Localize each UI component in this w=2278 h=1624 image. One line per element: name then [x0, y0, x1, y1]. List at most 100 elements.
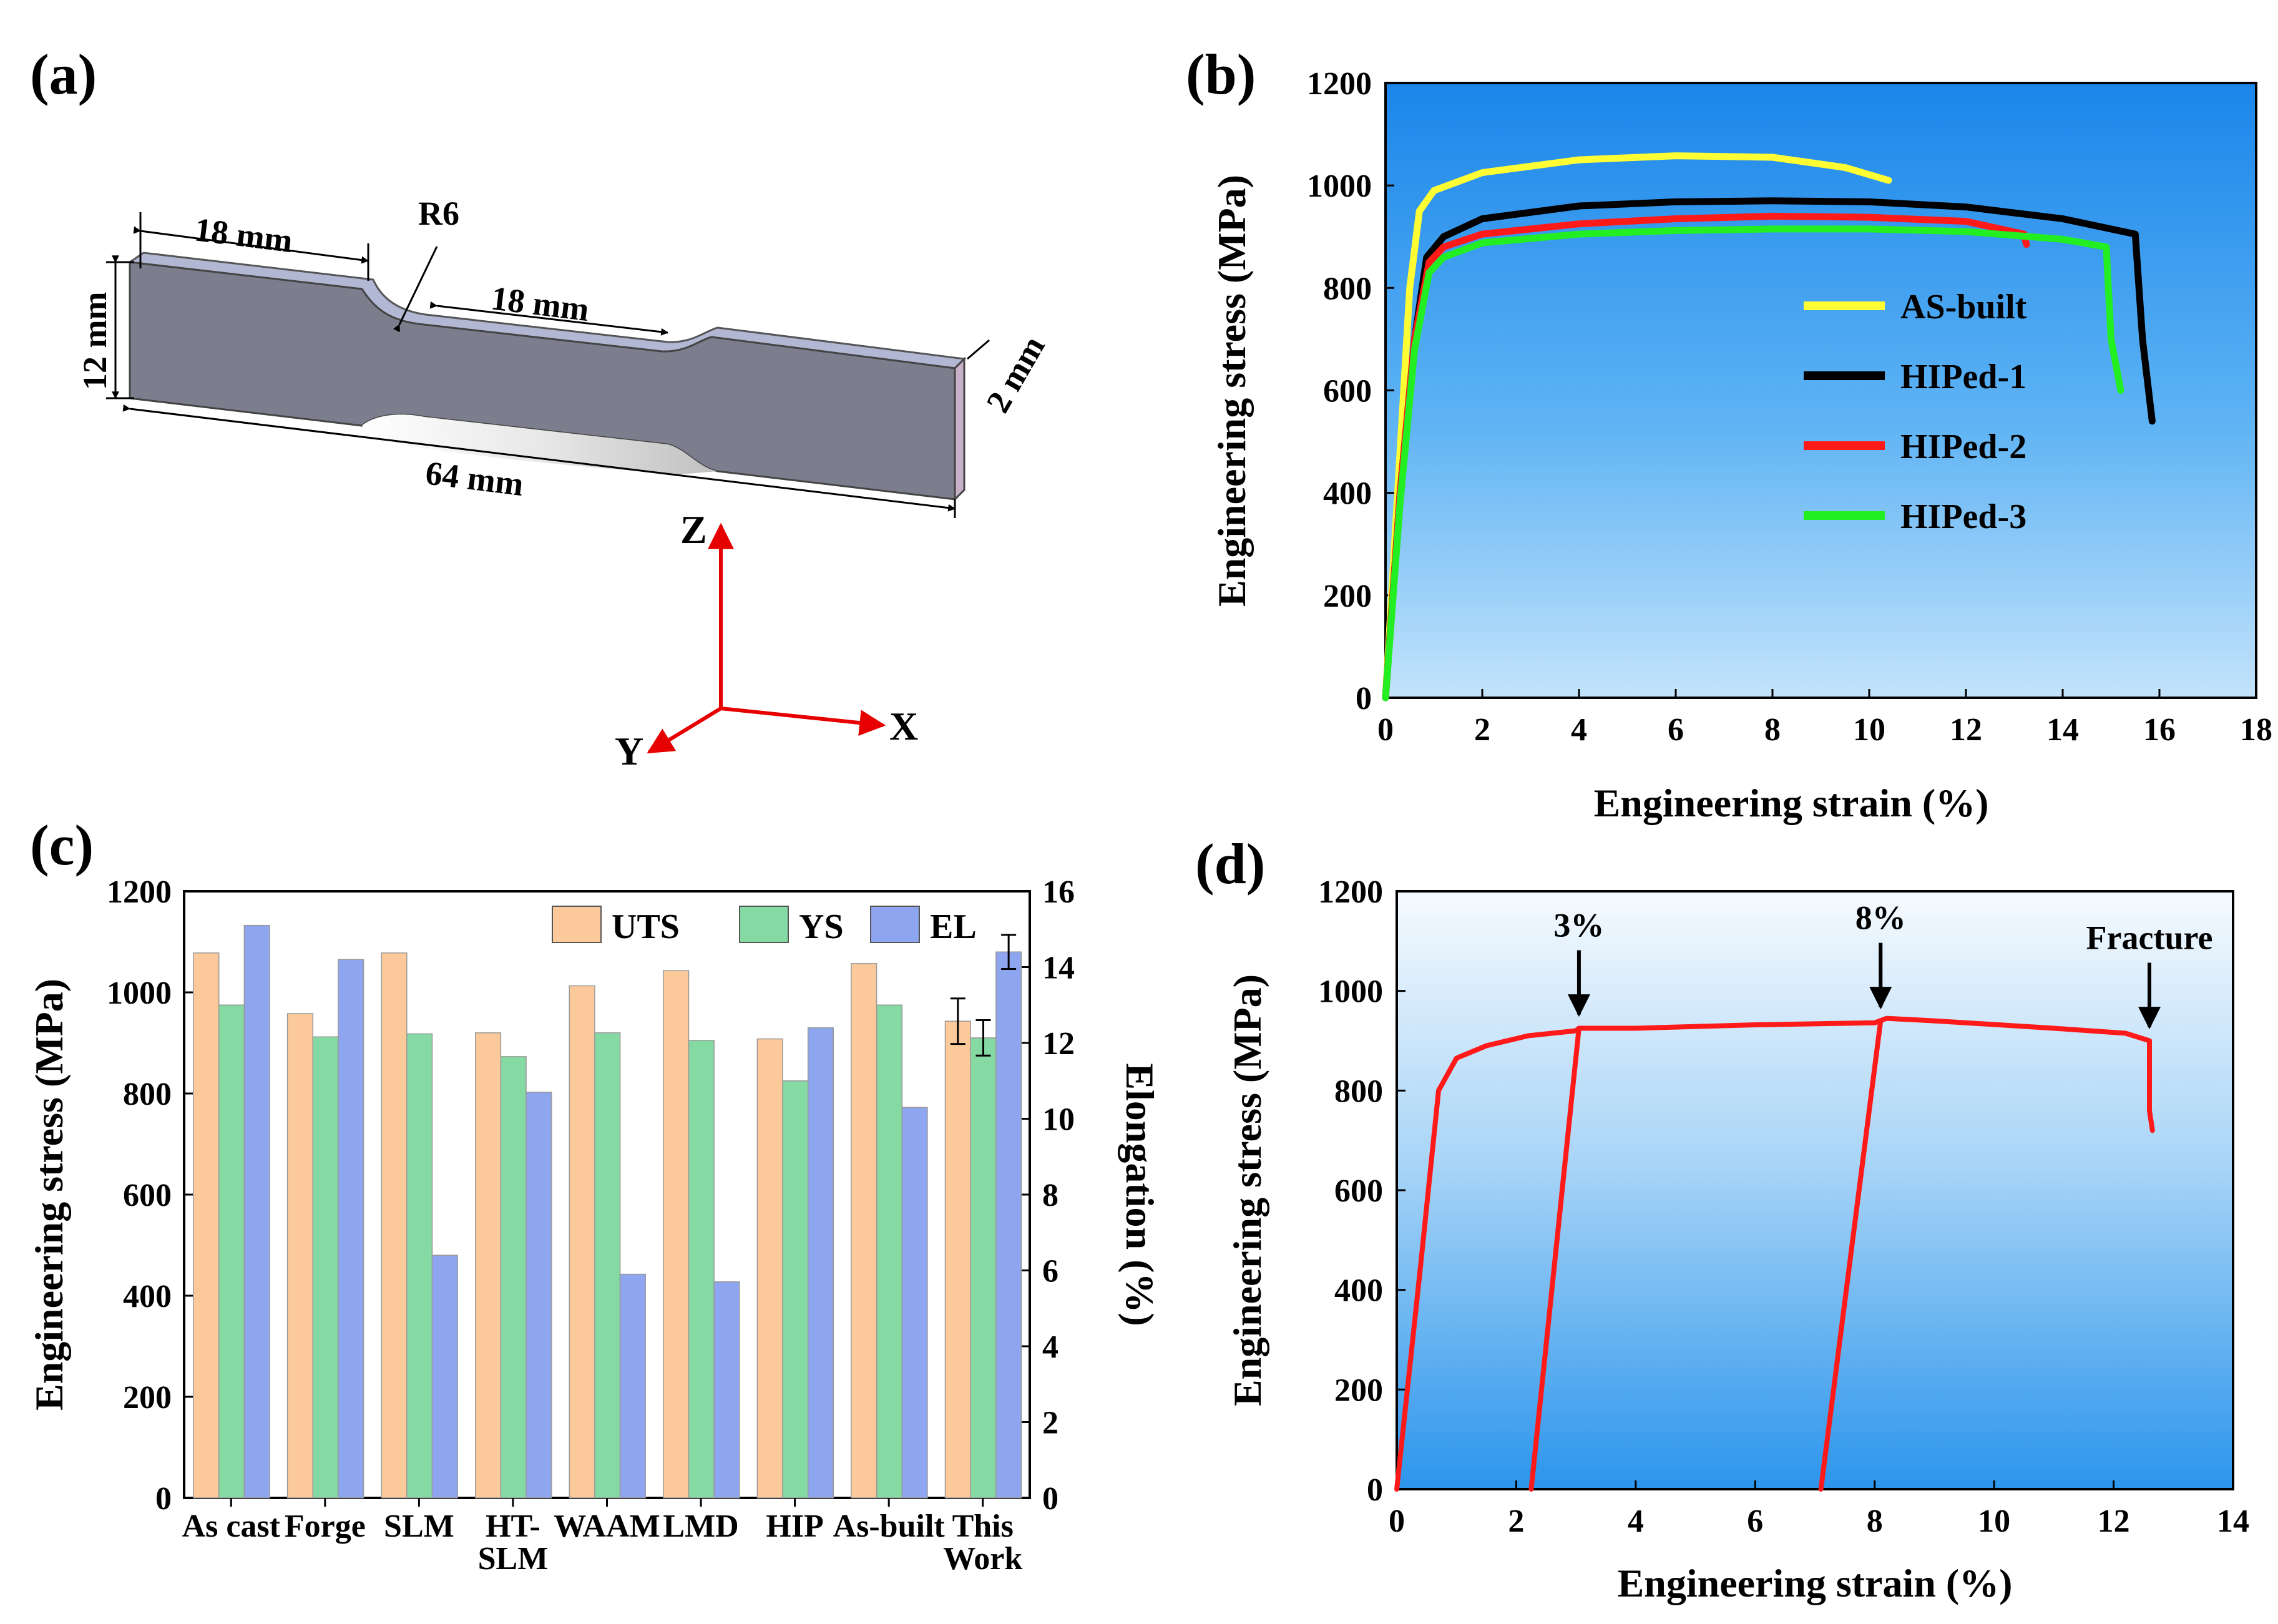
chart-c-category-label: SLM: [384, 1509, 454, 1544]
chart-c-ytick-label: 1200: [107, 874, 172, 910]
chart-b-ylabel: Engineering stress (MPa): [1210, 175, 1254, 607]
chart-b-ytick-label: 1000: [1307, 169, 1372, 204]
chart-c-bar-el: [619, 1273, 646, 1499]
chart-b-ytick-label: 1200: [1307, 66, 1372, 102]
chart-c-category-label: This Work: [943, 1509, 1022, 1577]
chart-c-ytick-right-label: 6: [1042, 1254, 1058, 1289]
chart-d-xtick-label: 10: [1978, 1504, 2010, 1539]
chart-c-category-line: SLM: [384, 1509, 454, 1544]
chart-c-bar-ys: [500, 1056, 527, 1499]
chart-c-category-line: HT-: [486, 1509, 540, 1544]
chart-c-bar-ys: [688, 1040, 715, 1499]
chart-d-xtick-label: 12: [2098, 1504, 2130, 1539]
chart-d-annotation-label: Fracture: [2086, 919, 2213, 957]
chart-c-ytick-label: 400: [123, 1279, 172, 1314]
chart-c-ytick-right-label: 2: [1042, 1406, 1058, 1441]
dim-grip-length: 18 mm: [193, 210, 295, 260]
chart-c-bar-uts: [663, 970, 690, 1499]
chart-c-bar-ys: [876, 1004, 902, 1499]
chart-b-legend-label: HIPed-2: [1900, 428, 2026, 466]
chart-c-bar-el: [431, 1255, 458, 1499]
panel-label-c: (c): [30, 813, 94, 877]
chart-c-ytick-label: 1000: [107, 976, 172, 1011]
chart-b-xtick-label: 8: [1764, 712, 1781, 748]
chart-b: 0 2 4 6 8 10 12 14 16 18 0 200 400 600 800 1000 1200 AS-…: [1210, 66, 2272, 825]
axis-x-label: X: [889, 704, 918, 748]
chart-c-category-line: LMD: [663, 1509, 738, 1544]
chart-d-series-unload-8: [1818, 1018, 1884, 1492]
chart-c-bar-el: [243, 924, 270, 1499]
chart-c-legend-label: UTS: [612, 907, 680, 946]
chart-c-bar-uts: [474, 1032, 502, 1499]
chart-c-bar-uts: [944, 1020, 971, 1499]
axis-y-label: Y: [615, 729, 643, 773]
chart-d-ytick-label: 800: [1334, 1074, 1383, 1109]
chart-c-bar-uts: [286, 1013, 314, 1499]
chart-c-legend-label: EL: [930, 907, 977, 946]
panel-label-b: (b): [1186, 42, 1256, 106]
chart-c-bar-el: [995, 951, 1022, 1499]
chart-c-bar-ys: [782, 1080, 809, 1499]
chart-c-bar-ys: [594, 1032, 621, 1499]
chart-c-legend-swatch: [870, 906, 920, 943]
dim-radius: R6: [418, 195, 459, 232]
chart-c-category-label: Forge: [285, 1509, 366, 1544]
chart-c-ytick-right-label: 10: [1042, 1102, 1075, 1138]
chart-d-xtick-label: 14: [2217, 1504, 2249, 1539]
chart-c-bar-uts: [193, 952, 220, 1499]
chart-c-bar-uts: [381, 952, 408, 1499]
dim-total-length: 64 mm: [424, 454, 526, 503]
chart-d-xtick-label: 4: [1628, 1504, 1644, 1539]
chart-d-ytick-label: 1200: [1318, 874, 1383, 910]
chart-c-ytick-label: 600: [123, 1178, 172, 1213]
chart-b-xlabel: Engineering strain (%): [1594, 781, 1989, 825]
chart-d-xtick-label: 6: [1747, 1504, 1763, 1539]
chart-d-xlabel: Engineering strain (%): [1618, 1561, 2013, 1605]
chart-c-ytick-label: 800: [123, 1077, 172, 1112]
axis-z-label: Z: [680, 507, 707, 552]
chart-c-ytick-right-label: 4: [1042, 1329, 1058, 1365]
chart-b-legend-label: AS-built: [1900, 288, 2027, 326]
chart-c-legend-swatch: [552, 906, 602, 943]
chart-b-xtick-label: 16: [2143, 712, 2176, 748]
chart-b-plot-area: [1384, 82, 2257, 699]
chart-c-bar-ys: [218, 1004, 245, 1499]
chart-c-ytick-right-label: 12: [1042, 1026, 1075, 1062]
chart-d-xtick-label: 8: [1867, 1504, 1883, 1539]
chart-d-series-unload-3: [1528, 1025, 1581, 1492]
chart-c-category-line: SLM: [478, 1541, 549, 1577]
panel-label-d: (d): [1195, 832, 1265, 896]
chart-c-category-line: As cast: [182, 1509, 281, 1544]
chart-d-xtick-label: 2: [1508, 1504, 1524, 1539]
dim-gauge-length: 18 mm: [489, 279, 592, 328]
chart-b-ytick-label: 0: [1356, 681, 1372, 717]
chart-b-xtick-label: 4: [1571, 712, 1587, 748]
chart-c-category-label: LMD: [663, 1509, 738, 1544]
chart-b-xtick-label: 6: [1668, 712, 1684, 748]
chart-c-bar-ys: [406, 1033, 433, 1499]
chart-b-legend-label: HIPed-3: [1900, 497, 2026, 536]
chart-b-xtick-label: 2: [1474, 712, 1490, 748]
chart-c-bar-uts: [851, 963, 877, 1499]
chart-c-bar-ys: [312, 1036, 339, 1499]
dim-width: 12 mm: [76, 292, 114, 390]
chart-c-ytick-right-label: 8: [1042, 1178, 1058, 1213]
chart-c-bar-el: [526, 1092, 552, 1499]
chart-b-xtick-label: 18: [2240, 712, 2272, 748]
chart-c: 0 200 400 600 800 1000 1200 0 2 4 6 8 10 12 14 16 UTS YS…: [27, 874, 1162, 1577]
dim-thickness: 2 mm: [979, 330, 1052, 419]
chart-d-annotation-label: 8%: [1855, 899, 1906, 937]
chart-b-series-hiped-3: [1382, 225, 2124, 702]
chart-c-ytick-label: 0: [155, 1481, 172, 1517]
coordinate-axes: [647, 522, 886, 754]
chart-c-bar-uts: [569, 985, 595, 1499]
chart-c-category-line: As-built: [833, 1509, 946, 1544]
chart-b-xtick-label: 12: [1950, 712, 1982, 748]
chart-d-ylabel: Engineering stress (MPa): [1225, 974, 1269, 1406]
chart-c-category-label: As cast: [182, 1509, 281, 1544]
chart-b-xtick-label: 14: [2046, 712, 2079, 748]
specimen-end-face: [954, 356, 965, 502]
chart-c-ytick-right-label: 14: [1042, 951, 1075, 986]
chart-c-category-label: As-built: [833, 1509, 946, 1544]
